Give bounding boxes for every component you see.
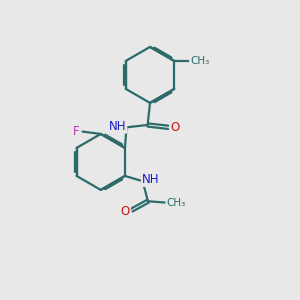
Text: F: F: [73, 125, 79, 138]
Text: O: O: [121, 205, 130, 218]
Text: CH₃: CH₃: [166, 198, 185, 208]
Text: NH: NH: [142, 173, 159, 186]
Text: O: O: [170, 121, 179, 134]
Text: CH₃: CH₃: [190, 56, 209, 66]
Text: NH: NH: [109, 120, 126, 133]
